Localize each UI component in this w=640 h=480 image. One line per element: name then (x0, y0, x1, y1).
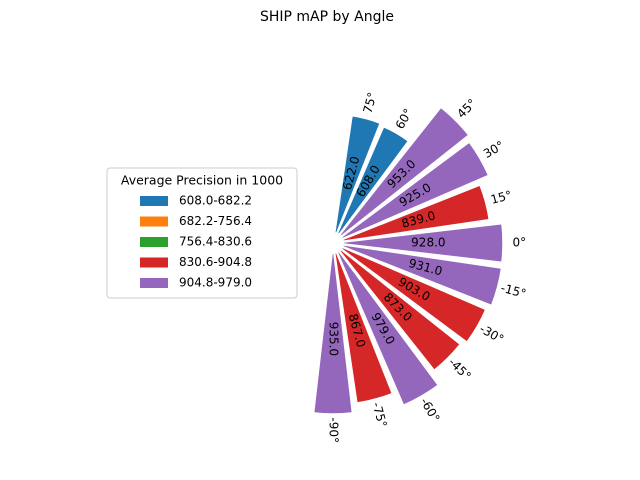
angle-label: 60° (393, 106, 416, 131)
data-label: 928.0 (411, 236, 445, 250)
bar (335, 249, 441, 407)
chart-title: SHIP mAP by Angle (260, 9, 394, 25)
bar (333, 114, 382, 235)
bar (339, 245, 488, 344)
bar (337, 105, 471, 239)
legend-title: Average Precision in 1000 (121, 173, 283, 188)
angle-label: -15° (499, 281, 527, 301)
data-label: 935.0 (327, 322, 341, 356)
bar (339, 140, 491, 241)
angle-label: 0° (512, 236, 526, 250)
legend-swatch (140, 196, 168, 206)
bar (337, 247, 463, 373)
bar (333, 251, 394, 405)
legend-label: 830.6-904.8 (179, 255, 252, 269)
legend-swatch (140, 237, 168, 247)
angle-label: 30° (481, 138, 506, 161)
bar (341, 183, 491, 243)
legend-swatch (140, 216, 168, 227)
bar (312, 251, 354, 416)
angle-label: -30° (477, 322, 506, 347)
angle-label: -60° (418, 395, 443, 424)
bar (341, 243, 503, 308)
legend-label: 756.4-830.6 (179, 235, 252, 249)
angle-label: -90° (327, 417, 341, 443)
angle-label: 45° (454, 96, 479, 121)
bar (341, 222, 505, 264)
legend-label: 904.8-979.0 (179, 276, 252, 290)
legend-swatch (140, 257, 168, 268)
angle-label: -75° (369, 401, 389, 429)
legend-label: 608.0-682.2 (179, 194, 252, 208)
angle-label: 75° (361, 91, 380, 115)
legend-label: 682.2-756.4 (179, 214, 252, 228)
legend-swatch (140, 278, 168, 288)
angle-label: 15° (489, 188, 513, 207)
angle-label: -45° (446, 355, 474, 383)
bar (335, 125, 411, 237)
